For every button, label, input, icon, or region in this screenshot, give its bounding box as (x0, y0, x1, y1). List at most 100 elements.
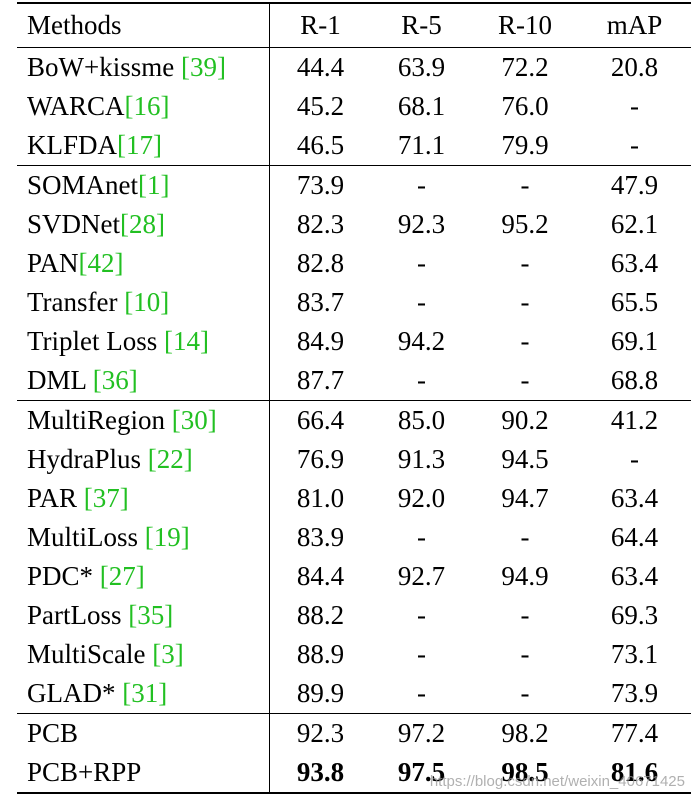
value-cell-r5: - (417, 248, 426, 278)
value-cell-r10: - (520, 600, 530, 630)
value-cell-r10: - (520, 170, 530, 200)
method-name: PAR (27, 483, 84, 513)
value-cell-r10: 79.9 (501, 130, 549, 160)
value-cell-r5: - (417, 522, 426, 552)
value-cell-r1: 46.5 (296, 130, 345, 160)
method-name: Triplet Loss (27, 326, 165, 356)
value-cell-r5: 92.7 (397, 561, 446, 591)
method-cell: PCB (17, 714, 270, 753)
value-cell-r10: - (520, 365, 530, 395)
value-cell-r1: 88.2 (296, 600, 345, 630)
table-row: DML [36] 87.7 - - 68.8 (17, 361, 691, 400)
method-name: PAN (27, 248, 79, 278)
method-cell: Transfer [10] (17, 283, 270, 322)
value-cell-r5: - (417, 678, 426, 708)
method-name: HydraPlus (27, 444, 148, 474)
group-separator-rule (17, 713, 691, 714)
table-row: GLAD* [31] 89.9 - - 73.9 (17, 674, 691, 713)
value-cell-r10: 72.2 (501, 52, 549, 82)
value-cell-r5: 94.2 (397, 326, 446, 356)
value-cell-map: 69.3 (610, 600, 659, 630)
value-cell-map: 68.8 (610, 365, 659, 395)
method-cell: SOMAnet [1] (17, 166, 270, 205)
citation-link[interactable]: [35] (128, 600, 174, 630)
method-name: BoW+kissme (27, 52, 181, 82)
value-cell-map: 73.1 (610, 639, 659, 669)
table-row: MultiLoss [19] 83.9 - - 64.4 (17, 518, 691, 557)
value-cell-r1: 84.9 (296, 326, 345, 356)
citation-link[interactable]: [39] (180, 52, 226, 82)
table-row: Triplet Loss [14] 84.9 94.2 - 69.1 (17, 322, 691, 361)
citation-link[interactable]: [42] (78, 248, 124, 278)
value-cell-r5: 92.3 (397, 209, 446, 239)
header-methods: Methods (17, 4, 270, 47)
citation-link[interactable]: [37] (83, 483, 129, 513)
value-cell-r5: 91.3 (397, 444, 446, 474)
method-name: WARCA (27, 91, 125, 121)
table-row: HydraPlus [22] 76.9 91.3 94.5 - (17, 440, 691, 479)
value-cell-map: 73.9 (610, 678, 659, 708)
value-cell-map: 81.6 (610, 757, 659, 787)
citation-link[interactable]: [16] (124, 91, 170, 121)
citation-link[interactable]: [14] (164, 326, 210, 356)
value-cell-map: - (630, 91, 639, 121)
value-cell-r10: 90.2 (501, 405, 549, 435)
method-name: KLFDA (27, 130, 118, 160)
header-r10: R-10 (498, 10, 552, 40)
table-row: KLFDA [17] 46.5 71.1 79.9 - (17, 126, 691, 165)
citation-link[interactable]: [36] (92, 365, 138, 395)
method-name: PCB (27, 718, 79, 748)
value-cell-map: 69.1 (610, 326, 659, 356)
method-name: GLAD* (27, 678, 123, 708)
value-cell-map: 62.1 (610, 209, 659, 239)
value-cell-r5: 97.2 (397, 718, 446, 748)
citation-link[interactable]: [17] (117, 130, 162, 160)
table-header-row: Methods R-1 R-5 R-10 mAP (17, 4, 691, 47)
value-cell-map: 64.4 (610, 522, 659, 552)
value-cell-r10: 95.2 (501, 209, 549, 239)
value-cell-r5: - (417, 287, 426, 317)
table-row: SVDNet [28] 82.3 92.3 95.2 62.1 (17, 205, 691, 244)
value-cell-r5: 63.9 (397, 52, 446, 82)
value-cell-r1: 76.9 (296, 444, 345, 474)
citation-link[interactable]: [31] (122, 678, 168, 708)
value-cell-r1: 88.9 (296, 639, 345, 669)
table-row: PartLoss [35] 88.2 - - 69.3 (17, 596, 691, 635)
value-cell-r1: 93.8 (296, 757, 345, 787)
citation-link[interactable]: [19] (144, 522, 190, 552)
value-cell-r5: - (417, 170, 426, 200)
value-cell-r1: 89.9 (296, 678, 345, 708)
value-cell-map: 47.9 (610, 170, 659, 200)
citation-link[interactable]: [3] (152, 639, 184, 669)
value-cell-r1: 82.8 (296, 248, 345, 278)
citation-link[interactable]: [28] (120, 209, 165, 239)
table-top-rule (17, 2, 691, 4)
method-name: PartLoss (27, 600, 129, 630)
method-cell: PCB+RPP (17, 753, 270, 792)
header-r1: R-1 (300, 10, 341, 40)
watermark-text: https://blog.csdn.net/weixin_40671425 (429, 773, 685, 790)
value-cell-r1: 84.4 (296, 561, 345, 591)
table-row: PCB+RPP 93.8 97.5 98.5 81.6 (17, 753, 691, 792)
value-cell-r5: - (417, 365, 426, 395)
citation-link[interactable]: [10] (124, 287, 170, 317)
citation-link[interactable]: [27] (99, 561, 145, 591)
method-cell: PDC* [27] (17, 557, 270, 596)
table-body: BoW+kissme [39] 44.4 63.9 72.2 20.8 WARCA [16]… (17, 47, 691, 792)
method-cell: PAR [37] (17, 479, 270, 518)
citation-link[interactable]: [1] (138, 170, 170, 200)
citation-link[interactable]: [22] (147, 444, 193, 474)
value-cell-r1: 92.3 (296, 718, 345, 748)
method-name: SVDNet (27, 209, 120, 239)
value-cell-map: 63.4 (610, 248, 659, 278)
value-cell-r5: 85.0 (397, 405, 446, 435)
table-row: SOMAnet [1] 73.9 - - 47.9 (17, 166, 691, 205)
table-row: MultiRegion [30] 66.4 85.0 90.2 41.2 (17, 401, 691, 440)
value-cell-r10: - (520, 248, 530, 278)
value-cell-r1: 83.9 (296, 522, 345, 552)
method-cell: PAN [42] (17, 244, 270, 283)
value-cell-r10: - (520, 639, 530, 669)
table-row: PDC* [27] 84.4 92.7 94.9 63.4 (17, 557, 691, 596)
method-cell: MultiScale [3] (17, 635, 270, 674)
citation-link[interactable]: [30] (171, 405, 217, 435)
